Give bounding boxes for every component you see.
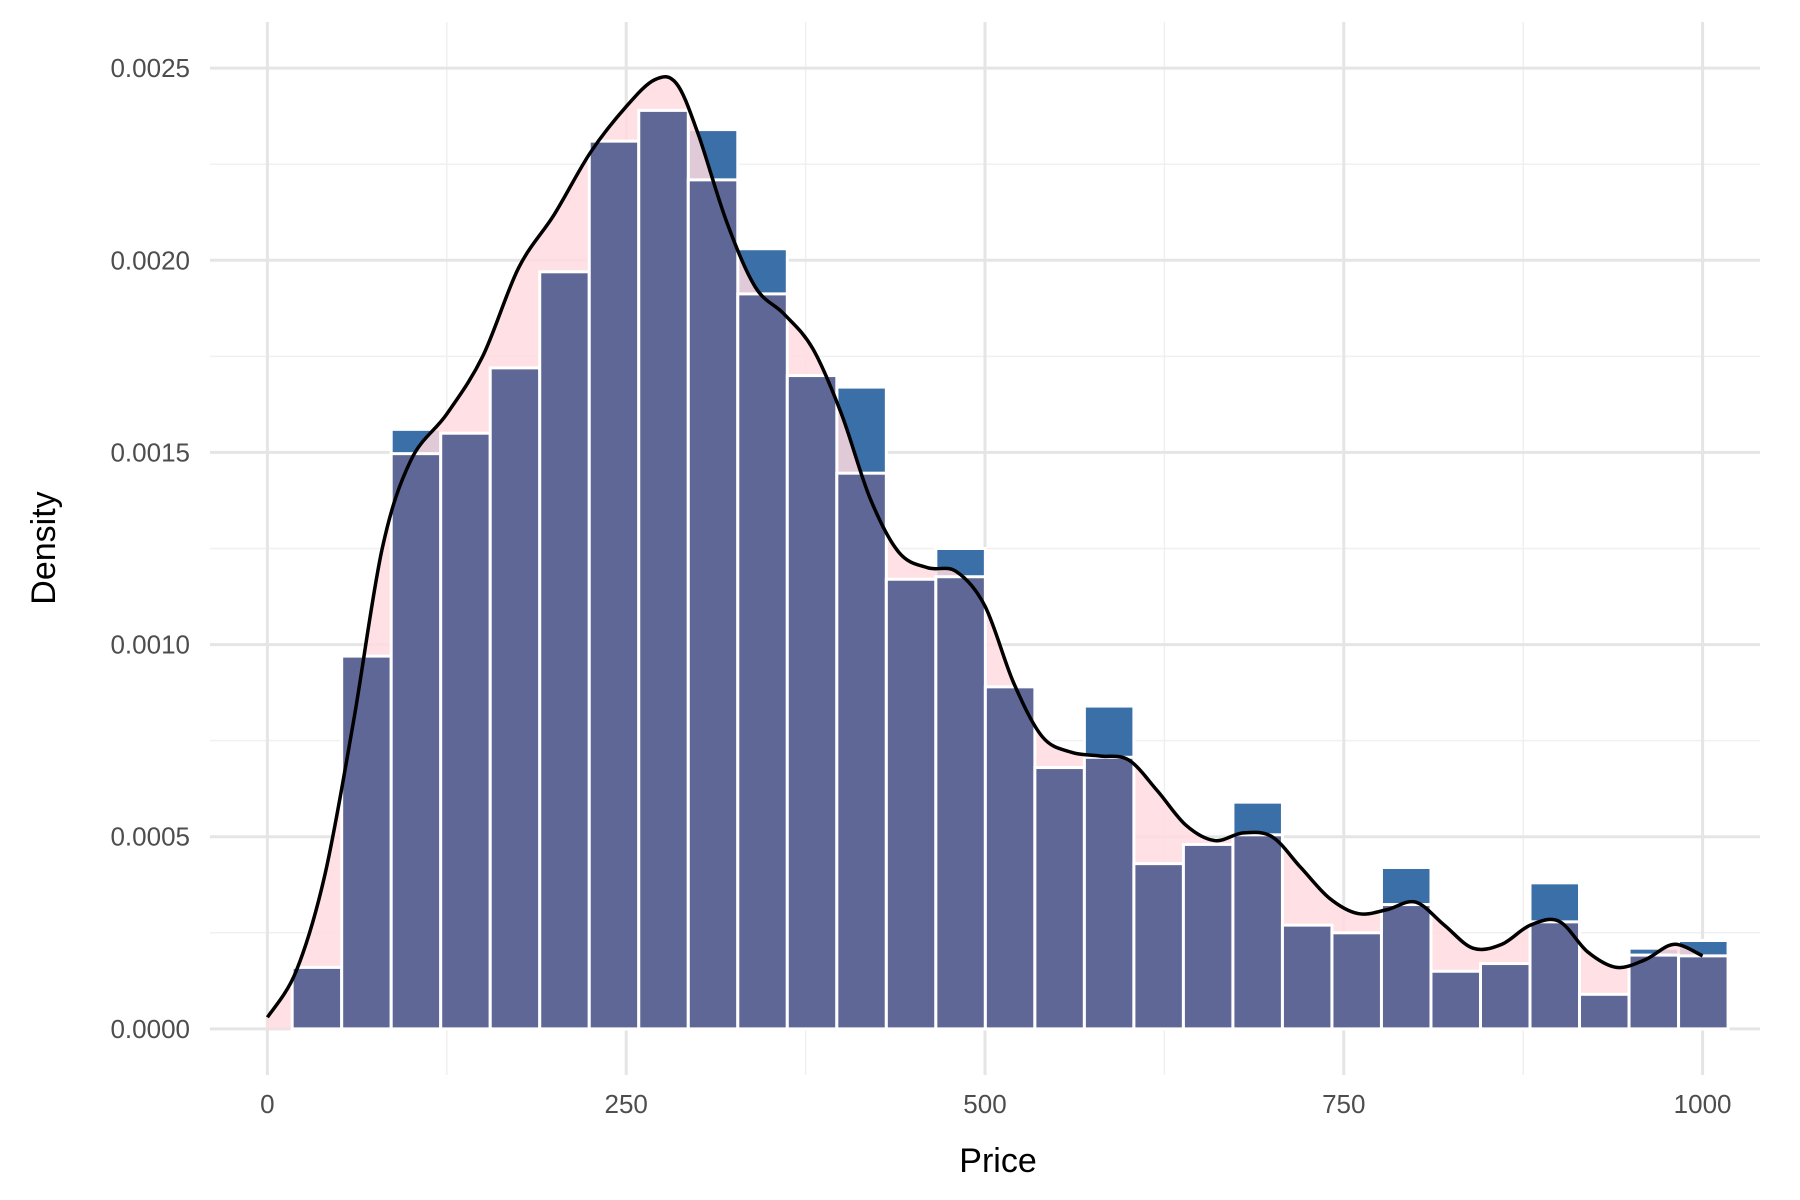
histogram-bar-overlap (1478, 962, 1532, 1031)
histogram-bar-overlap (587, 139, 641, 1031)
histogram-bar-overlap (1627, 953, 1681, 1031)
histogram-bar-overlap (1082, 755, 1136, 1031)
density-line (265, 75, 1704, 1019)
histogram-bar-overlap (736, 292, 789, 1031)
histogram-bar-overlap (488, 366, 542, 1031)
histogram-bar-overlap (290, 965, 344, 1031)
histogram-bar-overlap (340, 654, 393, 1031)
histogram-bar-overlap (389, 452, 443, 1031)
y-tick-label: 0.0015 (110, 437, 190, 467)
density-curve (265, 75, 1704, 1019)
histogram-overlap-bars (290, 108, 1730, 1031)
y-tick-label: 0.0005 (110, 822, 190, 852)
histogram-bar-overlap (934, 575, 987, 1031)
histogram-bar-overlap (884, 577, 938, 1031)
histogram-bar-overlap (785, 374, 839, 1031)
histogram-bar-overlap (1231, 833, 1284, 1031)
x-tick-label: 250 (605, 1089, 648, 1119)
y-tick-label: 0.0020 (110, 245, 190, 275)
x-tick-label: 750 (1322, 1089, 1365, 1119)
x-tick-label: 1000 (1674, 1089, 1732, 1119)
histogram-bar-overlap (1677, 954, 1730, 1031)
histogram-bar-overlap (1578, 992, 1631, 1031)
x-tick-label: 500 (963, 1089, 1006, 1119)
histogram-bar-overlap (1132, 862, 1185, 1031)
histogram-bar-overlap (1181, 842, 1235, 1031)
histogram-bar-overlap (1528, 920, 1582, 1031)
histogram-bar-overlap (1330, 931, 1383, 1031)
histogram-bar-overlap (983, 685, 1037, 1031)
histogram-bar-overlap (439, 431, 492, 1031)
x-tick-label: 0 (260, 1089, 274, 1119)
y-axis-title: Density (25, 491, 63, 604)
x-axis-tick-labels: 0 250 500 750 1000 (260, 1089, 1731, 1119)
y-tick-label: 0.0000 (110, 1014, 190, 1044)
x-axis-title: Price (959, 1142, 1036, 1180)
histogram-bar-overlap (1280, 923, 1334, 1031)
histogram-bar-overlap (835, 471, 888, 1031)
histogram-bar-overlap (1379, 903, 1433, 1031)
histogram-bar-overlap (1033, 766, 1086, 1031)
histogram-bar-overlap (538, 270, 591, 1031)
y-tick-label: 0.0010 (110, 630, 190, 660)
y-tick-label: 0.0025 (110, 53, 190, 83)
histogram-bar-overlap (637, 108, 690, 1031)
y-axis-tick-labels: 0.0000 0.0005 0.0010 0.0015 0.0020 0.0025 (110, 53, 190, 1044)
histogram-bar-overlap (686, 178, 740, 1031)
histogram-bar-overlap (1429, 969, 1482, 1031)
